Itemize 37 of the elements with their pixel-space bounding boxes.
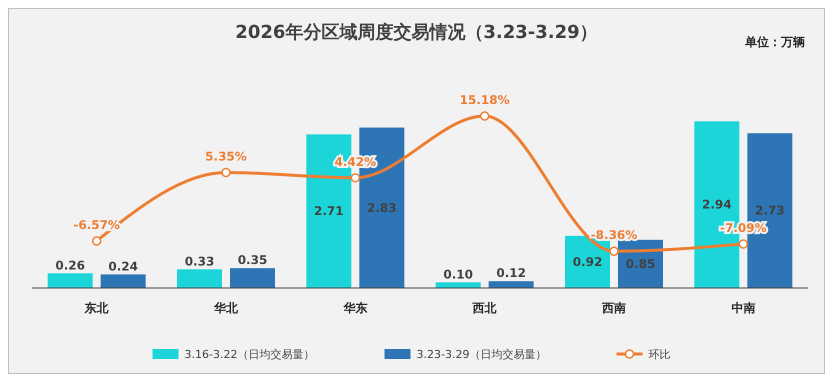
data-label: 0.33: [184, 254, 214, 268]
bar: [177, 269, 222, 288]
data-label: -8.36%: [590, 228, 638, 242]
bar: [100, 274, 146, 288]
x-tick-label: 中南: [731, 301, 756, 315]
data-label: 0.10: [443, 267, 473, 282]
bar: [230, 268, 275, 288]
data-label: 2.94: [702, 198, 732, 212]
x-tick-label: 西北: [472, 301, 498, 315]
point: [92, 236, 102, 246]
x-tick-label: 西南: [601, 301, 626, 315]
point: [350, 173, 360, 183]
data-label: 0.12: [496, 266, 526, 280]
bar: [48, 273, 93, 288]
chart-title: 2026年分区域周度交易情况（3.23-3.29）: [235, 22, 598, 43]
data-label: 0.24: [108, 259, 138, 274]
point: [221, 168, 231, 178]
data-label: 5.35%: [205, 149, 247, 164]
point: [609, 246, 619, 256]
legend-label: 3.23-3.29（日均交易量）: [416, 348, 546, 361]
x-tick-label: 华北: [213, 301, 239, 315]
x-tick-label: 华东: [342, 301, 368, 315]
legend-label: 3.16-3.22（日均交易量）: [184, 348, 314, 361]
data-label: 2.73: [755, 204, 785, 218]
data-label: 0.92: [572, 254, 602, 269]
data-label: 0.85: [626, 256, 656, 271]
text: 单位：万辆: [744, 35, 805, 49]
legend-label: 环比: [648, 348, 670, 361]
bar: [488, 281, 534, 288]
point: [480, 111, 490, 121]
data-label: 0.26: [55, 258, 85, 272]
data-label: 15.18%: [460, 93, 510, 107]
x-tick-label: 东北: [84, 301, 110, 315]
data-label: 2.71: [314, 204, 344, 218]
point: [738, 239, 748, 249]
data-label: 0.35: [238, 253, 268, 268]
data-label: 2.83: [367, 200, 397, 215]
